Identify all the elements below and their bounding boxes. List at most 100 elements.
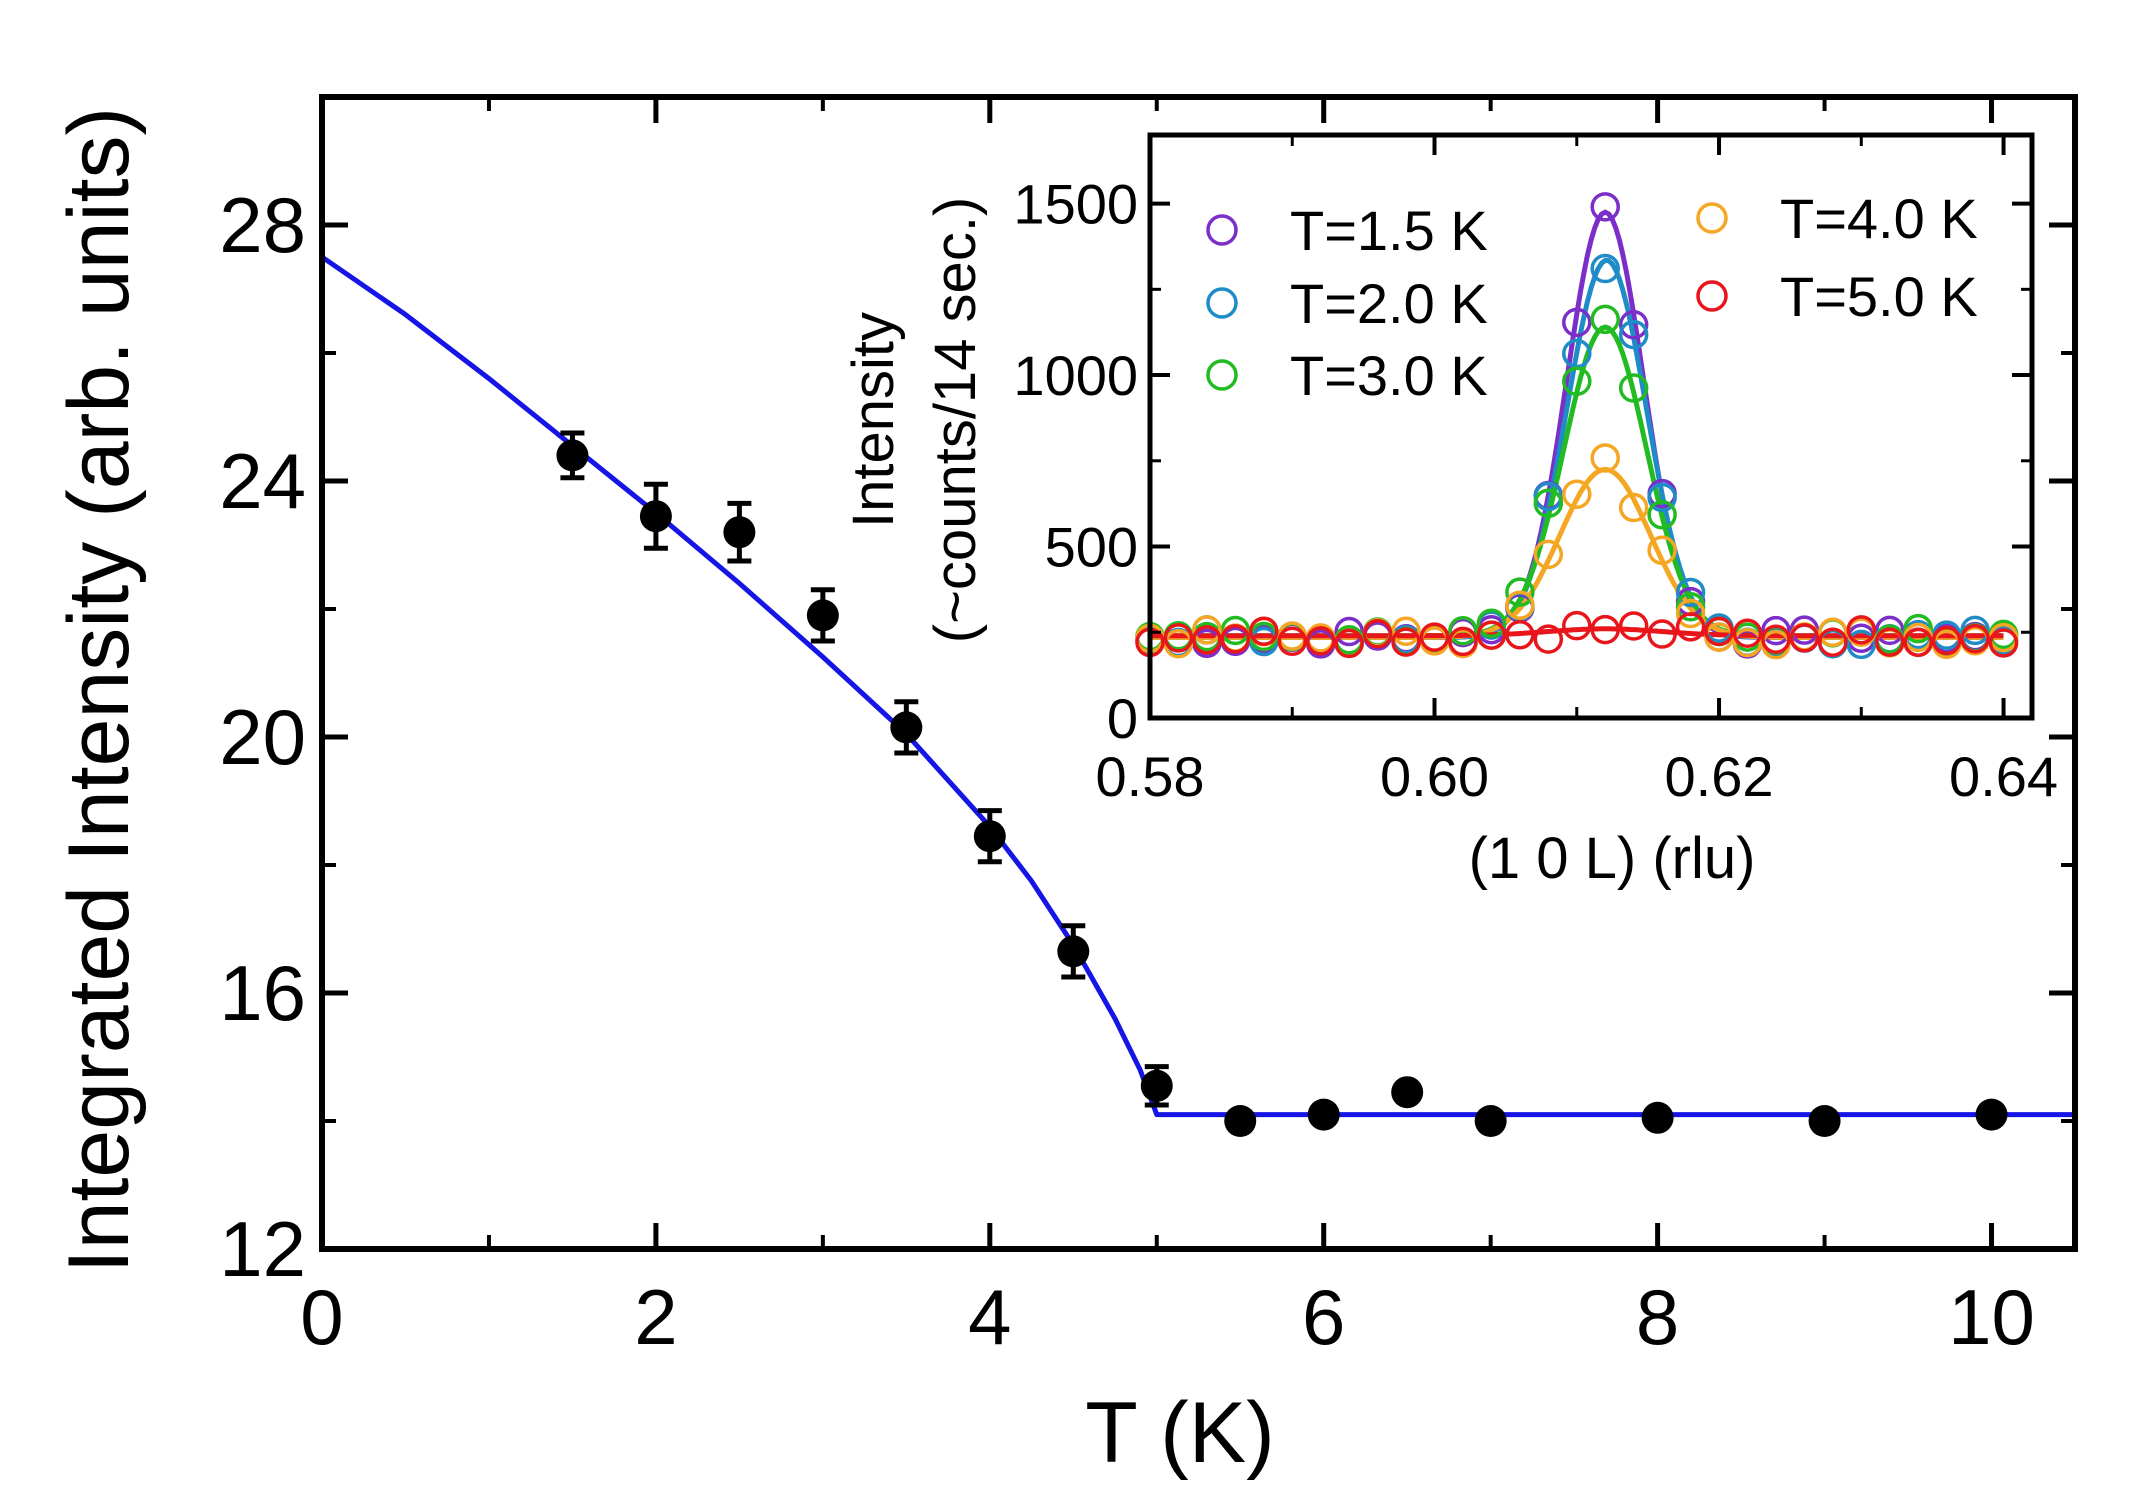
inset-data-point [1163,623,1194,653]
main-data-point [973,820,1006,853]
inset-fit-curves [1150,209,2004,640]
main-data-point [1307,1098,1340,1131]
main-plot-frame [319,94,2078,1252]
inset-fit-curve [1150,626,2004,639]
inset-data-point [1647,535,1677,566]
main-x-tick-label: 2 [634,1273,677,1361]
main-data-point [806,599,839,632]
inset-data-point [1675,598,1706,629]
inset-data-point [1505,577,1535,607]
main-x-tick-label: 10 [1948,1273,2035,1361]
main-data-points [556,430,2008,1137]
main-y-tick-label: 24 [219,437,306,525]
inset-data-point [1647,482,1677,513]
inset-data-point [1249,616,1279,646]
main-data-point [1641,1101,1674,1134]
inset-data-point [1590,192,1620,222]
main-data-point [890,711,923,744]
inset-data-point [1220,624,1251,654]
inset-data-point [1732,627,1763,658]
inset-data-point [1903,613,1933,644]
inset-legend-marker [1696,202,1728,234]
inset-data-point [1732,618,1763,648]
inset-data-point [1505,620,1535,650]
inset-data-point [1903,627,1933,658]
inset-legend: T=1.5 K T=2.0 K T=3.0 K T=4.0 K T=5.0 K [1206,187,1978,407]
inset-data-point [1562,307,1592,338]
main-x-axis-label: T (K) [1085,1385,1275,1481]
inset-legend-marker [1206,359,1238,391]
inset-data-point [1448,626,1478,657]
inset-legend-label: T=3.0 K [1290,344,1488,407]
inset-data-point [1220,615,1251,646]
inset-data-point [1562,479,1592,509]
inset-legend-label: T=2.0 K [1290,272,1488,335]
inset-plot-frame [1147,132,2035,721]
inset-y-tick-label: 500 [1045,516,1138,579]
inset-data-point [1590,443,1620,473]
main-x-tick-label: 0 [300,1273,343,1361]
main-data-point [1140,1069,1173,1102]
inset-data-point [1647,500,1677,530]
inset-data-point [1305,626,1336,656]
inset-data-point [1618,373,1649,403]
main-data-point [556,439,589,472]
inset-data-point [1988,628,2019,658]
inset-y-tick-label: 1000 [1013,344,1138,407]
main-data-point [1808,1105,1841,1137]
inset-x-tick-label: 0.64 [1949,745,2058,808]
inset-data-point [1391,627,1421,657]
inset-data-point [1704,616,1734,647]
inset-legend-label: T=4.0 K [1780,187,1978,250]
inset-data-point [1846,629,1877,660]
inset-data-point [1931,625,1962,656]
inset-x-tick-label: 0.58 [1096,745,1205,808]
inset-data-point [1590,253,1620,284]
inset-data-point [1533,624,1564,654]
inset-data-point [1675,612,1706,642]
inset-data-point [1476,608,1507,639]
inset-legend-marker [1696,280,1728,312]
inset-data-point [1846,615,1877,645]
inset-data-point [1476,620,1507,650]
main-x-tick-label: 4 [968,1273,1011,1361]
inset-data-point [1277,626,1308,657]
main-x-tick-label: 8 [1636,1273,1679,1361]
inset-data-point [1618,309,1649,340]
main-data-point [1474,1105,1507,1137]
inset-y-tick-label: 1500 [1013,173,1138,236]
main-data-point [1975,1098,2008,1131]
inset-data-point [1448,616,1478,646]
inset-data-point [1362,619,1393,649]
inset-data-point [1505,590,1535,620]
inset-data-point [1618,319,1649,350]
inset-data-point [1590,304,1620,335]
inset-y-tick-label: 0 [1107,687,1138,750]
main-y-axis-label: Integrated Intensity (arb. units) [51,107,147,1273]
inset-legend-marker [1206,287,1238,319]
inset-x-tick-label: 0.60 [1380,745,1489,808]
main-x-tick-label: 6 [1302,1273,1345,1361]
inset-data-point [1334,628,1364,659]
inset-data-point [1960,615,1990,646]
inset-data-point [1419,622,1450,652]
main-y-tick-label: 28 [219,181,306,269]
main-data-point [1391,1076,1424,1109]
inset-data-point [1818,617,1848,648]
inset-y-axis-label-line2: (~counts/14 sec.) [923,197,988,644]
main-y-tick-label: 12 [219,1205,306,1293]
inset-data-point [1562,366,1592,396]
main-y-tick-label: 20 [219,693,306,781]
inset-data-point [1590,614,1620,645]
inset-data-point [1192,625,1222,655]
main-data-point [723,516,756,549]
inset-data-point [1334,616,1364,647]
inset-data-point [1874,615,1905,646]
inset-x-tick-label: 0.62 [1665,745,1774,808]
inset-legend-marker [1206,214,1238,246]
inset-data-point [1562,610,1592,641]
